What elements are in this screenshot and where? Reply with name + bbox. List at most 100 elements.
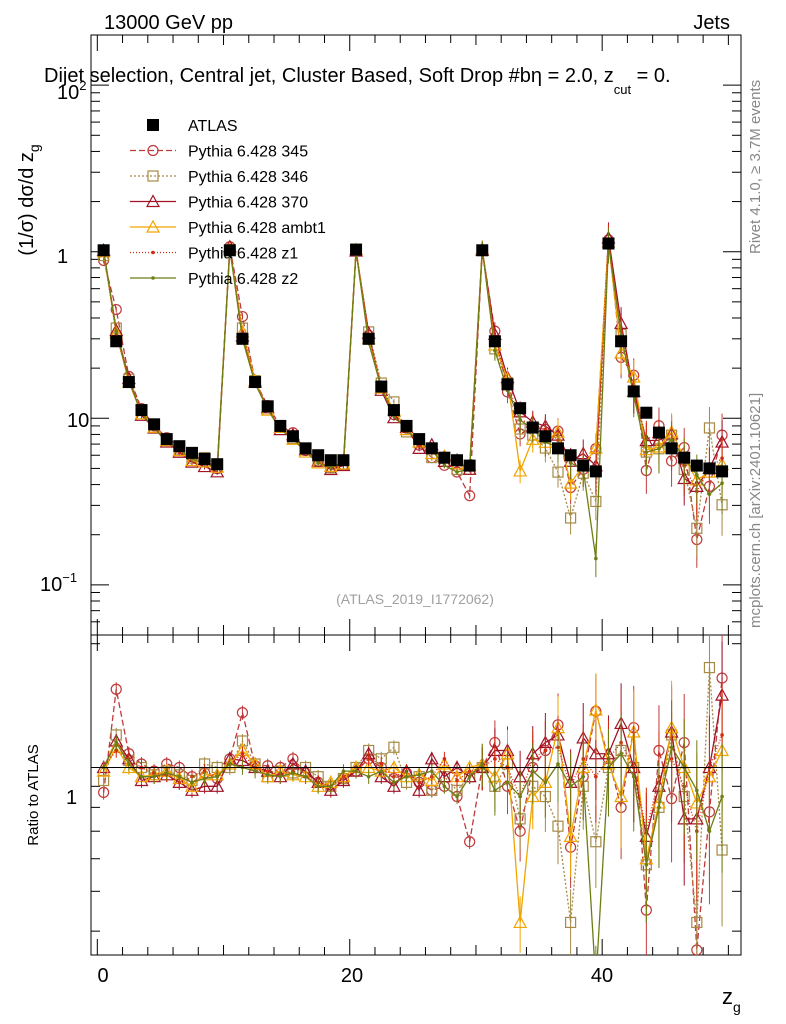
atlas-point: [678, 451, 691, 464]
ratio-point: [568, 784, 573, 789]
ratio-point: [114, 740, 119, 745]
atlas-point: [97, 244, 110, 257]
data-point: [316, 461, 320, 465]
ratio-point: [253, 769, 257, 773]
ratio-series-0: [98, 635, 728, 955]
ratio-point: [139, 774, 144, 779]
atlas-point: [286, 430, 299, 443]
ratio-point: [303, 774, 308, 779]
ratio-point: [291, 771, 295, 775]
ratio-point: [366, 774, 371, 779]
ratio-point: [386, 779, 401, 792]
atlas-point: [148, 418, 161, 431]
data-point: [695, 473, 699, 477]
ratio-point: [565, 916, 577, 929]
ratio-point: [164, 771, 169, 775]
legend-label: Pythia 6.428 370: [188, 195, 308, 212]
ratio-point: [556, 762, 560, 766]
ratio-point: [240, 751, 245, 756]
data-point: [657, 446, 661, 451]
data-point: [464, 490, 476, 502]
data-point: [563, 475, 578, 489]
legend-entry: Pythia 6.428 370: [130, 194, 308, 212]
data-point: [525, 432, 540, 445]
legend-label: Pythia 6.428 z1: [188, 246, 298, 263]
ratio-point: [437, 756, 452, 770]
atlas-point: [627, 385, 640, 398]
ratio-point: [518, 794, 522, 799]
x-axis-label: zg: [722, 984, 741, 1015]
ratio-point: [177, 774, 182, 779]
axis-ticks: [91, 34, 741, 955]
atlas-point: [551, 442, 564, 455]
ratio-point: [354, 769, 358, 773]
ratio-point: [513, 915, 528, 929]
rivet-label: Rivet 4.1.0, ≥ 3.7M events: [747, 80, 764, 254]
atlas-point: [249, 376, 262, 389]
ratio-series-line: [103, 734, 723, 832]
legend-marker: [145, 219, 161, 233]
ratio-point: [442, 784, 447, 789]
ratio-point: [563, 829, 578, 842]
data-point: [329, 466, 333, 470]
series-line: [102, 243, 723, 559]
atlas-point: [160, 433, 173, 446]
ratio-point: [336, 773, 351, 787]
atlas-point: [577, 459, 590, 472]
atlas-point: [716, 465, 729, 478]
atlas-point: [122, 376, 135, 389]
plot-title: Dijet selection, Central jet, Cluster Ba…: [44, 65, 671, 97]
ratio-point: [631, 774, 636, 779]
atlas-point: [236, 332, 249, 345]
xtick-label-20: 20: [341, 965, 363, 987]
mcplots-label: mcplots.cern.ch [arXiv:2401.10621]: [747, 393, 764, 628]
ratio-point: [236, 706, 249, 719]
data-point: [114, 329, 119, 333]
ratio-point: [657, 805, 661, 810]
ytick-label-10: 1: [57, 246, 68, 268]
legend: ATLAS Pythia 6.428 345 Pythia 6.428 346 Pyt…: [130, 118, 326, 288]
legend-entry: Pythia 6.428 z2: [130, 271, 298, 288]
atlas-point: [463, 459, 476, 472]
atlas-point: [261, 400, 274, 413]
atlas-point: [526, 421, 539, 434]
ratio-ytick-label-1: 1: [66, 787, 77, 809]
atlas-point: [198, 452, 211, 465]
data-point: [552, 466, 564, 478]
atlas-point: [539, 430, 552, 443]
ratio-point: [152, 774, 156, 779]
data-point: [644, 450, 649, 454]
data-point: [588, 440, 603, 454]
analysis-watermark: (ATLAS_2019_I1772062): [336, 591, 494, 607]
atlas-point: [223, 244, 236, 257]
ratio-point: [505, 780, 510, 785]
ratio-point: [588, 702, 603, 716]
ratio-point: [424, 751, 439, 765]
data-point: [442, 463, 447, 468]
ratio-point: [417, 780, 421, 785]
atlas-point: [665, 442, 678, 455]
ratio-point: [265, 772, 270, 777]
ratio-point: [669, 745, 674, 750]
atlas-point: [274, 419, 287, 432]
ratio-point: [184, 779, 199, 792]
process-label: Jets: [693, 12, 730, 34]
atlas-point: [589, 465, 602, 478]
data-point: [311, 455, 326, 469]
ratio-point: [594, 774, 598, 779]
data-point: [707, 492, 712, 497]
data-point: [210, 464, 225, 478]
ratio-point: [581, 774, 586, 779]
atlas-point: [299, 442, 312, 455]
data-point: [565, 512, 577, 524]
ratio-point: [392, 780, 396, 785]
ratio-point: [552, 820, 564, 832]
ratio-point: [442, 756, 447, 761]
ratio-point: [707, 829, 712, 834]
atlas-point: [135, 404, 148, 417]
atlas-point: [640, 406, 653, 419]
ratio-point: [619, 751, 623, 756]
atlas-point: [488, 335, 501, 348]
atlas-data: [97, 237, 729, 478]
